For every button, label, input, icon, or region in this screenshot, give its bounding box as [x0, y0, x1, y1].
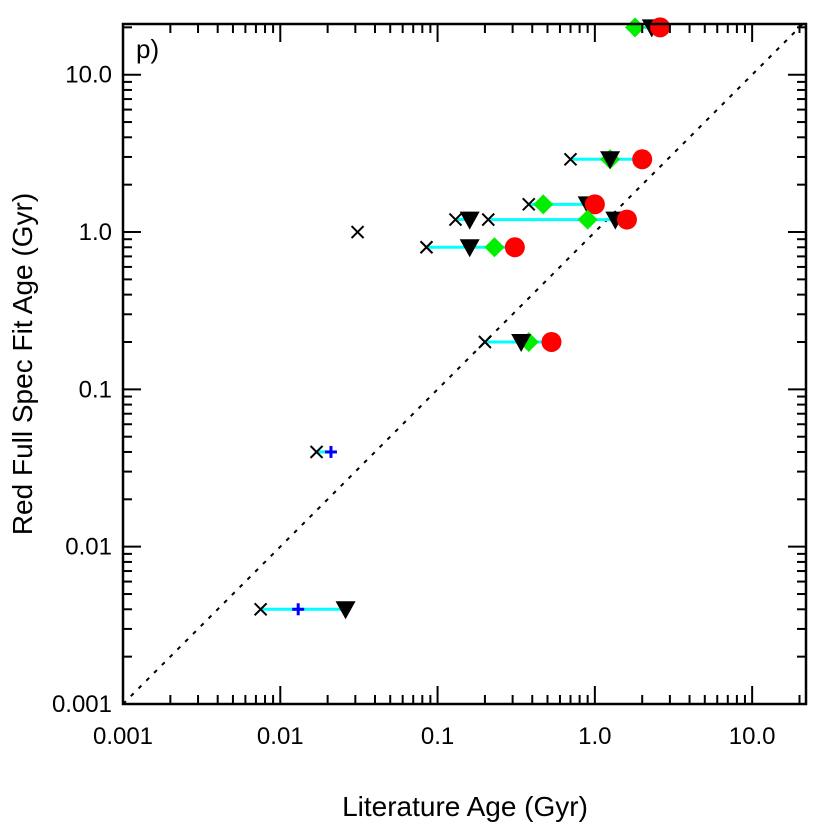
cross-marker	[478, 335, 492, 349]
diamond-marker	[533, 194, 554, 215]
circle-marker	[650, 17, 671, 38]
plus-marker	[324, 445, 337, 458]
x-tick-label: 1.0	[578, 723, 611, 750]
x-tick-labels: 0.001 0.01 0.1 1.0 10.0	[93, 723, 776, 750]
plus-marker	[292, 603, 305, 616]
cross-marker	[448, 212, 463, 227]
circle-marker	[541, 331, 562, 352]
triangle-marker	[459, 239, 480, 258]
triangle-marker	[511, 333, 532, 352]
circle-marker	[632, 149, 653, 170]
y-tick-label: 1.0	[79, 219, 112, 246]
diamond-marker	[625, 17, 646, 38]
cross-marker	[419, 240, 434, 254]
cross-marker	[309, 445, 324, 459]
y-tick-label: 0.01	[65, 534, 112, 561]
cross-marker	[563, 152, 578, 166]
cross-stroke	[419, 240, 434, 254]
cross-stroke	[350, 225, 365, 239]
y-tick-labels: 0.001 0.01 0.1 1.0 10.0	[52, 62, 112, 718]
x-tick-label: 0.001	[93, 723, 153, 750]
cross-stroke	[563, 152, 578, 166]
x-tick-label: 10.0	[729, 723, 776, 750]
circle-marker	[616, 209, 637, 230]
triangle-marker	[459, 211, 480, 230]
y-tick-label: 0.001	[52, 691, 112, 718]
y-tick-label: 0.1	[79, 376, 112, 403]
plot-frame	[121, 22, 808, 706]
y-axis-title: Red Full Spec Fit Age (Gyr)	[7, 193, 38, 535]
cross-marker	[350, 225, 365, 239]
cross-marker	[481, 212, 495, 227]
x-tick-label: 0.01	[257, 723, 304, 750]
panel-label: p)	[136, 34, 159, 64]
triangle-marker	[600, 151, 621, 170]
cross-stroke	[481, 212, 495, 227]
circle-marker	[504, 237, 525, 258]
x-axis-title: Literature Age (Gyr)	[342, 791, 588, 822]
circle-marker	[584, 194, 605, 215]
cross-stroke	[448, 212, 463, 227]
cross-stroke	[522, 197, 536, 212]
marker-layer	[253, 17, 671, 620]
cross-stroke	[309, 445, 324, 459]
x-tick-label: 0.1	[421, 723, 454, 750]
y-tick-label: 10.0	[65, 62, 112, 89]
cross-marker	[253, 602, 268, 616]
triangle-marker	[335, 601, 356, 620]
cross-stroke	[478, 335, 492, 349]
cross-marker	[522, 197, 536, 212]
diamond-marker	[577, 209, 598, 230]
cross-stroke	[253, 602, 268, 616]
diamond-marker	[484, 237, 505, 258]
